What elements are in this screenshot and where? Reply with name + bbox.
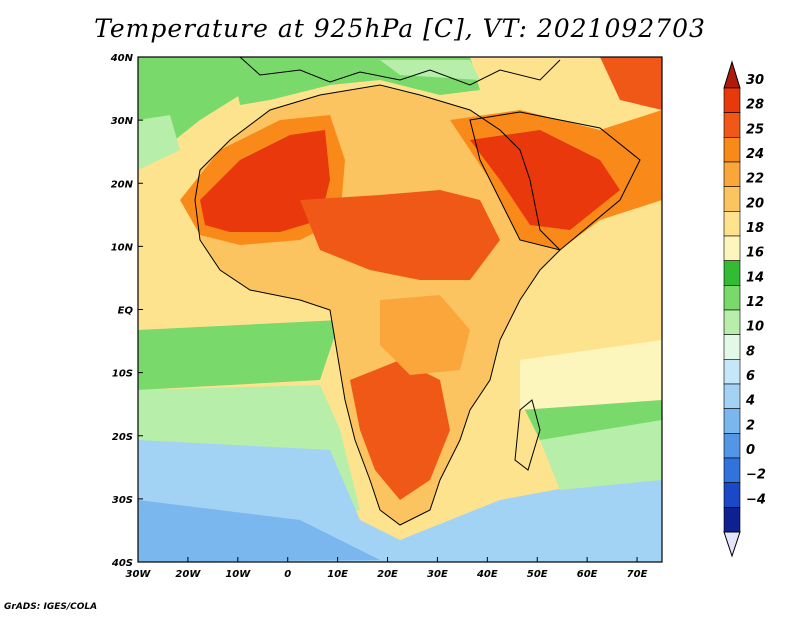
lon-label: 20E (377, 569, 398, 580)
southern-ocean-darker (138, 500, 380, 562)
colorbar-swatch (723, 235, 741, 261)
map-title: Temperature at 925hPa [C], VT: 202109270… (94, 14, 706, 43)
north-atlantic-light (138, 115, 180, 170)
indian-ocean-pale (520, 340, 662, 410)
lon-label: 50E (527, 569, 548, 580)
longitude-labels: 30W 20W 10W 0 10E 20E 30E 40E 50E 60E 70E (126, 569, 648, 580)
colorbar-label: 4 (745, 394, 755, 409)
arabia-coastline (469, 111, 641, 251)
colorbar-label: 12 (746, 295, 764, 310)
colorbar-top-arrow (723, 60, 741, 89)
colorbar-label: 16 (746, 246, 764, 261)
lon-label: 20W (175, 569, 201, 580)
sahara-hot (200, 130, 330, 232)
lat-label: 40S (111, 558, 133, 569)
middle-east-hot (600, 57, 662, 110)
lat-label: 20S (112, 432, 133, 443)
colorbar-label: −4 (746, 492, 766, 507)
congo-warm (380, 295, 470, 375)
latitude-labels: 40N 30N 20N 10N EQ 10S 20S 30S 40S (110, 53, 134, 569)
colorbar-label: 10 (746, 320, 764, 335)
colorbar-swatch (723, 260, 741, 286)
colorbar-label: 20 (746, 196, 764, 211)
arabia-hot (470, 130, 620, 230)
colorbar-label: 0 (746, 443, 755, 458)
lon-label: 30E (427, 569, 448, 580)
colorbar-label: 24 (746, 147, 764, 162)
colorbar-swatch (723, 161, 741, 187)
southern-africa-hot (350, 360, 450, 500)
colorbar-swatch (723, 87, 741, 113)
colorbar-label: −2 (746, 468, 766, 483)
colorbar-label: 28 (746, 98, 764, 113)
lat-label: 20N (111, 179, 134, 190)
colorbar-swatch (723, 309, 741, 335)
lon-label: 70E (627, 569, 648, 580)
colorbar-swatch (723, 137, 741, 163)
colorbar-swatch (723, 112, 741, 138)
colorbar-swatch (723, 408, 741, 434)
lon-label: 10W (225, 569, 251, 580)
colorbar-swatch (723, 211, 741, 237)
lat-label: 10N (111, 242, 134, 253)
colorbar-label: 25 (746, 122, 764, 137)
colorbar-label: 30 (746, 73, 764, 88)
colorbar-swatch (723, 285, 741, 311)
colorbar-swatch (723, 433, 741, 459)
colorbar-label: 6 (746, 369, 755, 384)
colorbar-swatch (723, 334, 741, 360)
lat-label: 30S (112, 495, 133, 506)
lon-label: 30W (126, 569, 152, 580)
footer-credit: GrADS: IGES/COLA (4, 602, 98, 612)
africa-coastline (194, 84, 561, 526)
south-atlantic-green (138, 320, 340, 390)
lat-label: 40N (110, 53, 134, 64)
axis-ticks (137, 56, 638, 563)
lon-label: 60E (577, 569, 598, 580)
lat-label: 30N (111, 116, 134, 127)
colorbar-label: 22 (746, 172, 764, 187)
sahel-hot (300, 190, 500, 280)
temperature-field (138, 57, 662, 562)
madagascar-coastline (514, 399, 541, 471)
europe-coastline (239, 57, 561, 86)
lon-label: 0 (284, 569, 291, 580)
indian-ocean-light (540, 420, 662, 490)
colorbar-label: 2 (746, 418, 755, 433)
colorbar-swatch (723, 186, 741, 212)
colorbar-label: 14 (746, 270, 764, 285)
lon-label: 10E (327, 569, 348, 580)
coastline-layer (194, 57, 641, 526)
colorbar-label: 18 (746, 221, 764, 236)
colorbar-swatch (723, 457, 741, 483)
colorbar-swatch (723, 359, 741, 385)
lat-label: EQ (118, 306, 134, 317)
lon-label: 40E (476, 569, 498, 580)
colorbar-swatch (723, 482, 741, 508)
lat-label: 10S (112, 369, 133, 380)
colorbar-label: 8 (746, 344, 755, 359)
colorbar-swatch (723, 507, 741, 533)
colorbar-bottom-arrow (723, 531, 741, 558)
colorbar-swatch (723, 383, 741, 409)
